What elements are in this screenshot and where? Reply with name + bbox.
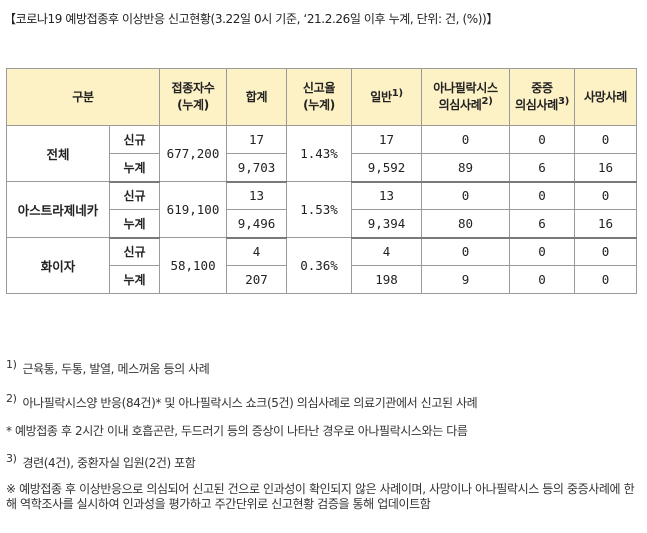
footnote-remark: ※ 예방접종 후 이상반응으로 의심되어 신고된 건으로 인과성이 확인되지 않… [6,482,635,511]
header-severe: 중증 의심사례3) [509,68,576,126]
group-name: 화이자 [6,237,110,294]
total-cell: 9,703 [226,153,288,183]
footnote-2-star: * 예방접종 후 2시간 이내 호흡곤란, 두드러기 등의 증상이 나타난 경우… [6,424,468,438]
general-cell: 9,394 [351,209,423,239]
general-cell: 13 [351,181,423,210]
row-type: 누계 [108,265,161,294]
total-cell: 207 [226,265,288,294]
footnote-2-text: 아나필락시스양 반응(84건)* 및 아나필락시스 쇼크(5건) 의심사례로 의… [22,396,478,410]
death-cell: 0 [574,265,638,294]
vaccinated-count: 619,100 [159,181,228,238]
adverse-reaction-table: 구분 접종자수 (누계) 합계 신고율 (누계) 일반1) 아나필락시스 의심사례2)… [5,68,638,294]
report-rate: 1.53% [286,181,353,238]
vaccinated-count: 677,200 [159,125,228,182]
severe-cell: 0 [509,125,576,154]
anaphylaxis-cell: 0 [421,181,511,210]
death-cell: 0 [574,125,638,154]
severe-cell: 6 [509,209,576,239]
total-cell: 17 [226,125,288,154]
severe-cell: 0 [509,181,576,210]
footnote-1-text: 근육통, 두통, 발열, 메스꺼움 등의 사례 [22,362,210,376]
row-type: 신규 [108,181,161,210]
table-row: 누계 9,703 9,592 89 6 16 [7,153,638,183]
death-cell: 0 [574,181,638,210]
general-cell: 9,592 [351,153,423,183]
row-type: 신규 [108,237,161,266]
death-cell: 0 [574,237,638,266]
anaphylaxis-cell: 9 [421,265,511,294]
header-vaccinated: 접종자수 (누계) [159,68,228,126]
general-cell: 4 [351,237,423,266]
report-rate: 0.36% [286,237,353,294]
header-general: 일반1) [351,68,423,126]
group-name: 전체 [6,125,110,182]
row-type: 누계 [108,153,161,183]
row-type: 누계 [108,209,161,239]
severe-cell: 6 [509,153,576,183]
header-rate: 신고율 (누계) [286,68,353,126]
anaphylaxis-cell: 0 [421,237,511,266]
table-row: 누계 207 198 9 0 0 [7,265,638,294]
total-cell: 4 [226,237,288,266]
footnote-3-text: 경련(4건), 중환자실 입원(2건) 포함 [22,456,196,470]
general-cell: 17 [351,125,423,154]
header-death: 사망사례 [574,68,638,126]
report-rate: 1.43% [286,125,353,182]
row-type: 신규 [108,125,161,154]
footnote-1: 1) 근육통, 두통, 발열, 메스꺼움 등의 사례 [6,358,210,377]
footnote-3-mark: 3) [6,452,17,465]
total-cell: 13 [226,181,288,210]
general-cell: 198 [351,265,423,294]
footnote-2-mark: 2) [6,392,17,405]
total-cell: 9,496 [226,209,288,239]
group-name: 아스트라제네카 [6,181,110,238]
table-header-row: 구분 접종자수 (누계) 합계 신고율 (누계) 일반1) 아나필락시스 의심사례2)… [5,68,638,126]
table-caption: 【코로나19 예방접종후 이상반응 신고현황(3.22일 0시 기준, ‘21.… [4,12,498,26]
severe-cell: 0 [509,265,576,294]
table-row: 아스트라제네카 신규 619,100 13 1.53% 13 0 0 0 [6,181,638,238]
anaphylaxis-cell: 0 [421,125,511,154]
footnote-3: 3) 경련(4건), 중환자실 입원(2건) 포함 [6,452,196,471]
anaphylaxis-cell: 80 [421,209,511,239]
table-row: 전체 신규 677,200 17 1.43% 17 0 0 0 [6,125,638,182]
vaccinated-count: 58,100 [159,237,228,294]
footnote-2: 2) 아나필락시스양 반응(84건)* 및 아나필락시스 쇼크(5건) 의심사례로… [6,392,478,411]
header-total: 합계 [226,68,288,126]
death-cell: 16 [574,209,638,239]
header-category: 구분 [5,68,161,126]
anaphylaxis-cell: 89 [421,153,511,183]
footnote-1-mark: 1) [6,358,17,371]
header-anaphylaxis: 아나필락시스 의심사례2) [421,68,511,126]
table-row: 화이자 신규 58,100 4 0.36% 4 0 0 0 [6,237,638,294]
severe-cell: 0 [509,237,576,266]
death-cell: 16 [574,153,638,183]
table-row: 누계 9,496 9,394 80 6 16 [7,209,638,239]
